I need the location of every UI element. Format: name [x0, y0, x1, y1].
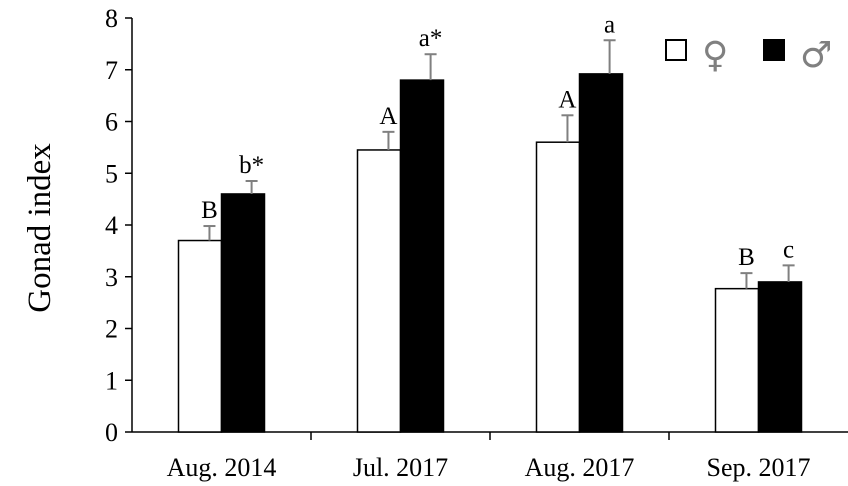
y-tick-label: 7 [105, 56, 118, 85]
significance-label: c [783, 236, 794, 263]
legend: ♀ ♂ [665, 35, 832, 76]
legend-swatch-male [763, 39, 785, 61]
significance-label: A [558, 86, 576, 113]
y-tick-label: 1 [105, 366, 118, 395]
bar-male [399, 79, 445, 433]
y-tick-label: 0 [105, 418, 118, 447]
x-category-label: Aug. 2017 [525, 453, 635, 482]
y-tick-label: 3 [105, 263, 118, 292]
significance-label: a* [419, 25, 443, 52]
bars: B A A Bb* a* a c [177, 11, 803, 433]
y-tick-label: 2 [105, 315, 118, 344]
bar-male [757, 281, 803, 433]
x-category-label: Sep. 2017 [707, 453, 811, 482]
x-category-label: Jul. 2017 [353, 453, 448, 482]
significance-label: B [201, 197, 218, 224]
legend-swatch-female [665, 39, 687, 61]
significance-label: A [379, 103, 397, 130]
bar-female [535, 141, 581, 433]
y-tick-label: 4 [105, 211, 118, 240]
female-symbol: ♀ [702, 35, 728, 76]
x-axis-categories: Aug. 2014 Jul. 2017 Aug. 2017 Sep. 2017 [167, 432, 811, 482]
bar-male [578, 73, 624, 433]
bar-female [177, 239, 223, 433]
x-category-label: Aug. 2014 [167, 453, 277, 482]
significance-label: B [738, 244, 755, 271]
y-tick-label: 6 [105, 108, 118, 137]
y-tick-label: 8 [105, 4, 118, 33]
bar-female [714, 287, 760, 433]
y-tick-label: 5 [105, 159, 118, 188]
bar-male [220, 193, 266, 433]
y-axis-title: Gonad index [22, 143, 58, 313]
significance-label: b* [239, 152, 264, 179]
y-axis-ticks: 0 1 2 3 4 5 6 7 8 [105, 4, 132, 447]
male-symbol: ♂ [800, 35, 832, 76]
significance-label: a [604, 11, 615, 38]
bar-female [356, 149, 402, 433]
